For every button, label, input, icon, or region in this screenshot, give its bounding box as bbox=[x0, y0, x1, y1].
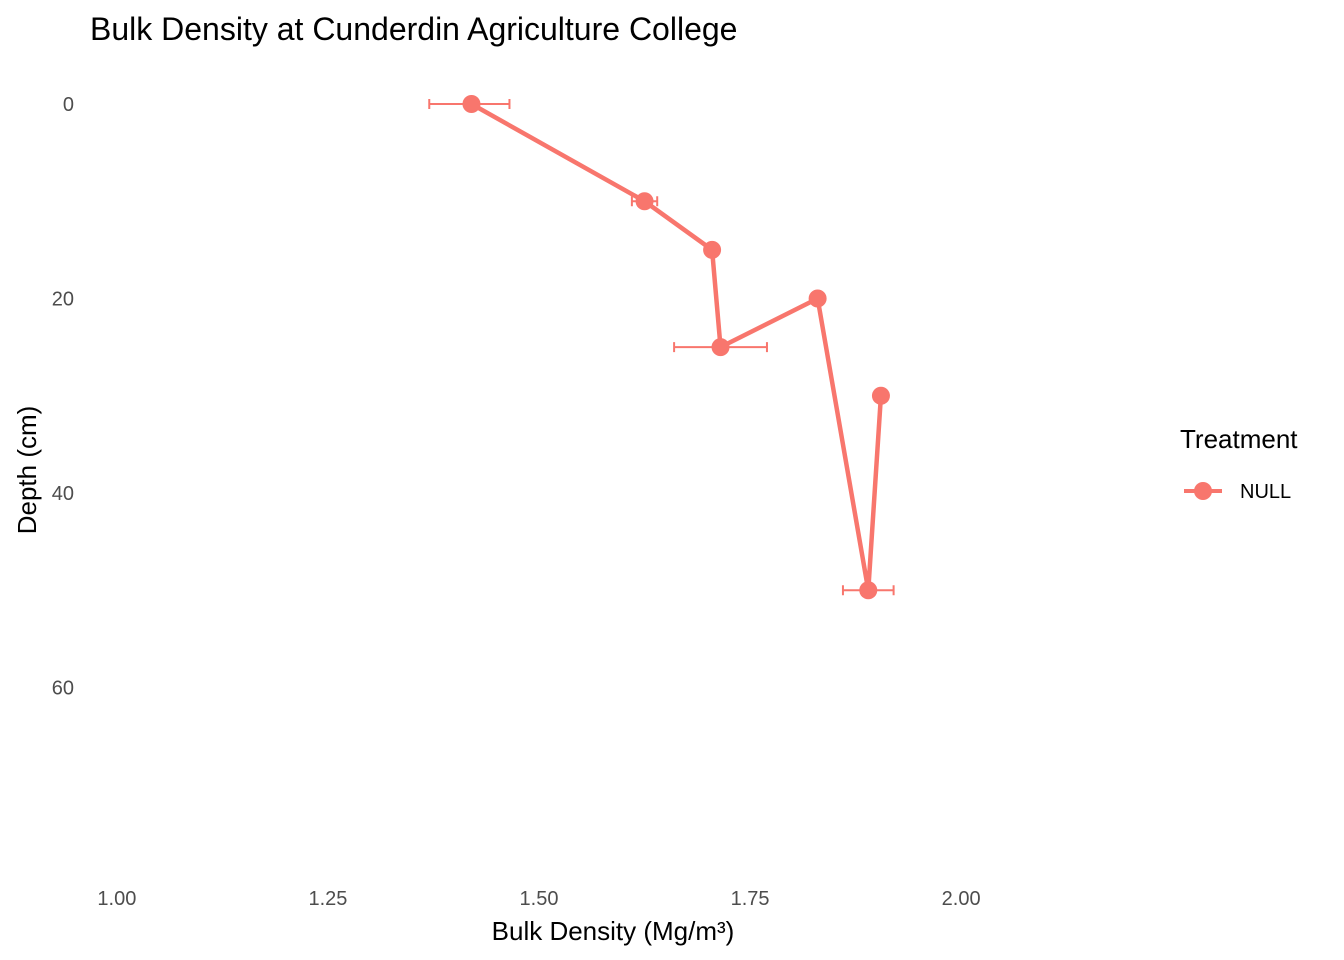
y-tick-label: 0 bbox=[63, 94, 74, 116]
y-tick-label: 60 bbox=[52, 678, 74, 700]
y-tick-label: 20 bbox=[52, 289, 74, 311]
legend-label-null: NULL bbox=[1240, 481, 1291, 503]
data-point bbox=[462, 95, 481, 113]
data-point bbox=[871, 386, 890, 405]
data-point bbox=[703, 240, 722, 259]
data-point bbox=[711, 338, 730, 357]
data-point bbox=[635, 192, 654, 211]
legend-key-marker bbox=[1194, 482, 1212, 500]
x-tick-label: 1.25 bbox=[308, 888, 347, 910]
x-tick-label: 1.75 bbox=[731, 888, 770, 910]
y-tick-label: 40 bbox=[52, 483, 74, 505]
x-tick-label: 2.00 bbox=[942, 888, 981, 910]
data-point bbox=[859, 581, 878, 600]
plot-area bbox=[428, 95, 895, 600]
legend-title: Treatment bbox=[1180, 424, 1298, 454]
x-axis-ticks: 1.00 1.25 1.50 1.75 2.00 bbox=[97, 888, 980, 910]
y-axis-ticks: 0 20 40 60 bbox=[52, 94, 74, 700]
y-axis-title: Depth (cm) bbox=[12, 406, 42, 535]
chart-title: Bulk Density at Cunderdin Agriculture Co… bbox=[90, 11, 737, 47]
data-point bbox=[808, 289, 827, 308]
x-tick-label: 1.00 bbox=[97, 888, 136, 910]
x-axis-title: Bulk Density (Mg/m³) bbox=[492, 916, 735, 946]
legend: Treatment NULL bbox=[1180, 424, 1298, 503]
x-tick-label: 1.50 bbox=[520, 888, 559, 910]
